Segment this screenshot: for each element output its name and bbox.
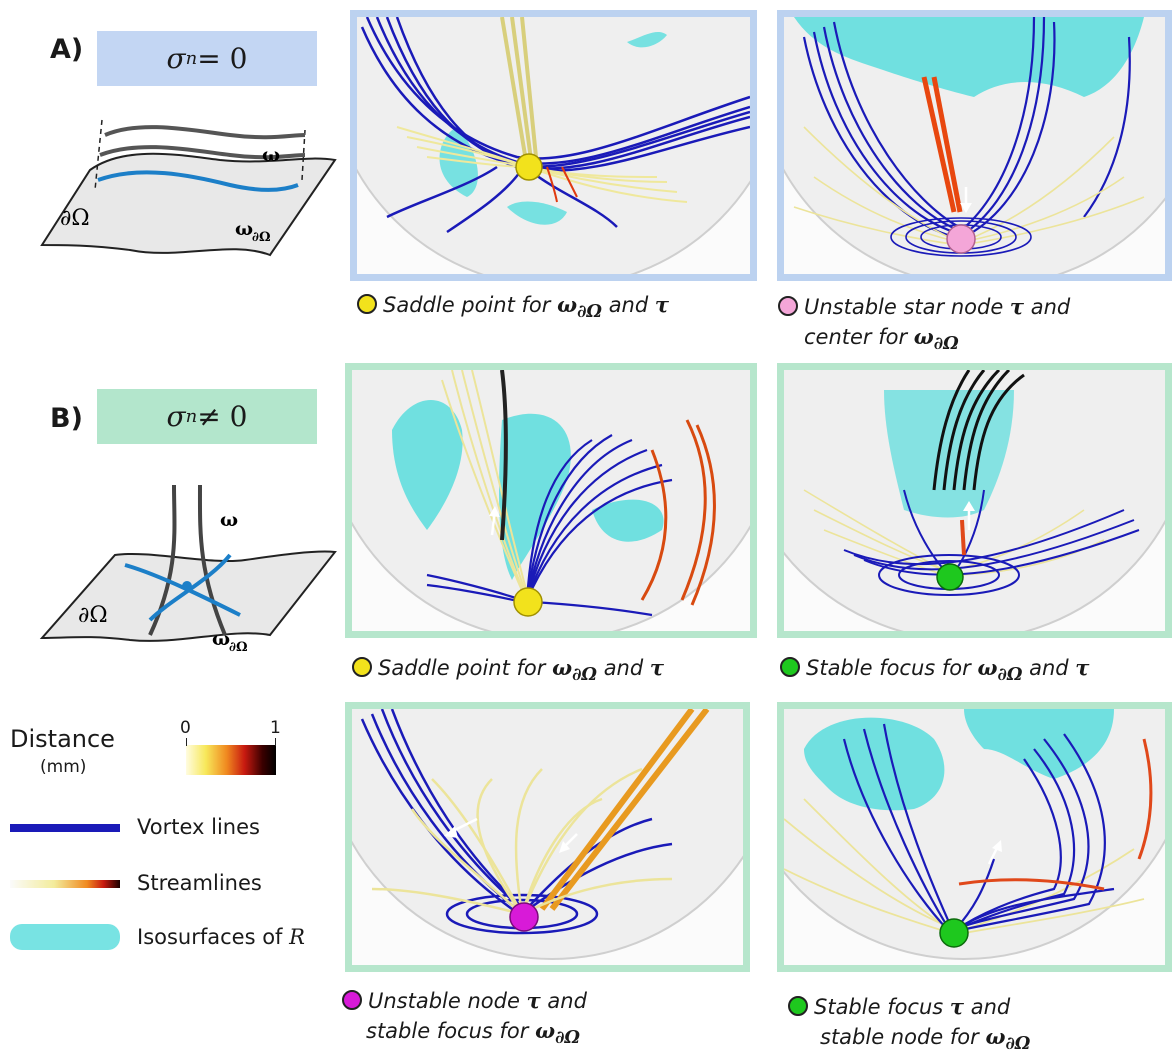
distance-title: Distance (10, 725, 115, 753)
panel-c2 (777, 702, 1172, 972)
section-a-label: A) (50, 34, 84, 65)
svg-text:∂Ω: ∂Ω (252, 230, 271, 245)
magenta-dot-icon (342, 990, 362, 1010)
vortex-line-label: Vortex lines (137, 815, 260, 839)
caption-b2: Stable focus for ω∂Ω and τ (780, 653, 1089, 690)
panel-c1 (345, 702, 750, 972)
colorbar-min: 0 (180, 718, 191, 738)
caption-a1: Saddle point for ω∂Ω and τ (357, 290, 669, 327)
section-b-label: B) (50, 403, 83, 434)
distance-unit: (mm) (40, 757, 87, 777)
yellow-dot-icon (352, 657, 372, 677)
caption-b1: Saddle point for ω∂Ω and τ (352, 653, 664, 690)
omega-boundary-label-a: ω (235, 218, 253, 240)
colorbar-tick-min (186, 738, 187, 746)
isosurface-swatch (10, 924, 120, 950)
panel-a1 (350, 10, 757, 281)
schematic-a: ω ∂Ω ω ∂Ω (40, 119, 337, 257)
caption-a2: Unstable star node τ and center for ω∂Ω (778, 292, 1070, 359)
yellow-dot-icon (357, 294, 377, 314)
panel-b1 (345, 363, 757, 638)
sigma-symbol: σ (166, 42, 186, 75)
colorbar-tick-max (275, 738, 276, 746)
boundary-label-a: ∂Ω (60, 206, 90, 231)
omega-label-b: ω (220, 509, 238, 531)
caption-c2: Stable focus τ and stable node for ω∂Ω (788, 992, 1030, 1059)
panel-b2 (777, 363, 1172, 638)
streamline-label: Streamlines (137, 871, 262, 895)
isosurface-label: Isosurfaces of R (137, 925, 305, 949)
omega-boundary-label-b: ω (212, 628, 230, 650)
green-dot-icon (788, 996, 808, 1016)
svg-text:∂Ω: ∂Ω (229, 640, 248, 655)
colorbar-max: 1 (270, 718, 281, 738)
colorbar (186, 745, 276, 775)
vortex-line-swatch (10, 824, 120, 832)
caption-c1: Unstable node τ and stable focus for ω∂Ω (342, 986, 587, 1053)
panel-a2 (777, 10, 1172, 281)
streamline-swatch (10, 880, 120, 888)
omega-label-a: ω (262, 144, 280, 166)
green-dot-icon (780, 657, 800, 677)
boundary-label-b: ∂Ω (78, 603, 108, 628)
pink-dot-icon (778, 296, 798, 316)
schematic-b: ω ∂Ω ω ∂Ω (39, 484, 337, 655)
